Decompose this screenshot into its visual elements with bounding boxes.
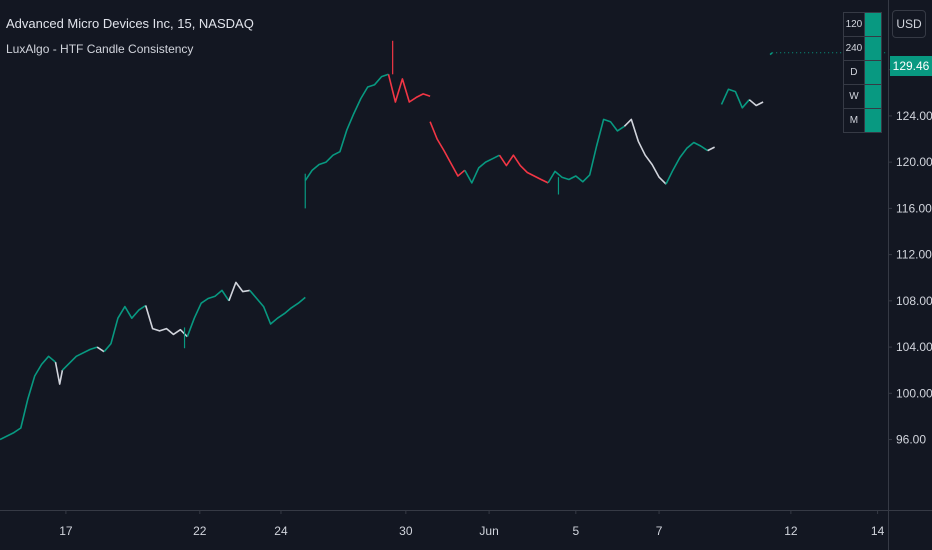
price-tick-label: 120.00 bbox=[896, 155, 932, 169]
price-segment-bull bbox=[103, 304, 147, 353]
timeframe-status bbox=[863, 108, 883, 133]
price-segment-neutral bbox=[54, 361, 64, 385]
price-segment-neutral bbox=[623, 118, 667, 185]
timeframe-row: W bbox=[843, 84, 883, 109]
timeframe-label: 240 bbox=[843, 36, 865, 61]
timeframe-status bbox=[863, 60, 883, 85]
timeframe-table: 120 240 D W M bbox=[843, 12, 883, 133]
time-tick-label: 14 bbox=[871, 524, 885, 538]
price-tick-label: 124.00 bbox=[896, 109, 932, 123]
price-segment-neutral bbox=[707, 146, 715, 152]
time-tick-label: 24 bbox=[274, 524, 288, 538]
price-segment-bull bbox=[665, 141, 709, 185]
price-segment-bull bbox=[249, 289, 306, 325]
time-tick-label: 7 bbox=[656, 524, 663, 538]
last-price-label: 129.46 bbox=[890, 56, 932, 76]
timeframe-status bbox=[863, 84, 883, 109]
timeframe-status bbox=[863, 36, 883, 61]
time-tick-label: 12 bbox=[784, 524, 798, 538]
timeframe-row: D bbox=[843, 60, 883, 85]
price-tick-label: 112.00 bbox=[896, 248, 932, 262]
time-tick-label: 30 bbox=[399, 524, 413, 538]
timeframe-row: M bbox=[843, 108, 883, 133]
price-segment-neutral bbox=[748, 99, 764, 107]
price-segment-neutral bbox=[144, 305, 188, 338]
price-segment-bull bbox=[61, 346, 98, 371]
price-segment-bull bbox=[304, 73, 389, 182]
price-segment-bull bbox=[769, 52, 773, 56]
price-segment-bull bbox=[720, 88, 750, 109]
timeframe-label: 120 bbox=[843, 12, 865, 37]
indicator-name[interactable]: LuxAlgo - HTF Candle Consistency bbox=[6, 42, 194, 56]
price-segment-bear bbox=[498, 154, 549, 184]
timeframe-label: W bbox=[843, 84, 865, 109]
price-tick-label: 96.00 bbox=[896, 433, 926, 447]
price-tick-label: 108.00 bbox=[896, 294, 932, 308]
price-tick-label: 116.00 bbox=[896, 201, 932, 215]
price-tick-label: 104.00 bbox=[896, 340, 932, 354]
time-tick-label: 5 bbox=[572, 524, 579, 538]
chart-title: Advanced Micro Devices Inc, 15, NASDAQ bbox=[6, 16, 254, 31]
price-segment-bull bbox=[547, 118, 625, 184]
timeframe-status bbox=[863, 12, 883, 37]
time-tick-label: 17 bbox=[59, 524, 73, 538]
price-segment-neutral bbox=[96, 346, 105, 353]
timeframe-row: 120 bbox=[843, 12, 883, 37]
price-segment-bear bbox=[387, 74, 431, 103]
timeframe-row: 240 bbox=[843, 36, 883, 61]
price-segment-bear bbox=[429, 121, 466, 177]
time-tick-label: Jun bbox=[479, 524, 498, 538]
price-segment-neutral bbox=[228, 281, 250, 302]
timeframe-label: D bbox=[843, 60, 865, 85]
currency-button[interactable]: USD bbox=[892, 10, 926, 38]
price-tick-label: 100.00 bbox=[896, 386, 932, 400]
price-segment-bull bbox=[0, 355, 57, 441]
time-tick-label: 22 bbox=[193, 524, 207, 538]
price-segment-bull bbox=[186, 289, 230, 337]
price-segment-bull bbox=[464, 154, 500, 184]
timeframe-label: M bbox=[843, 108, 865, 133]
